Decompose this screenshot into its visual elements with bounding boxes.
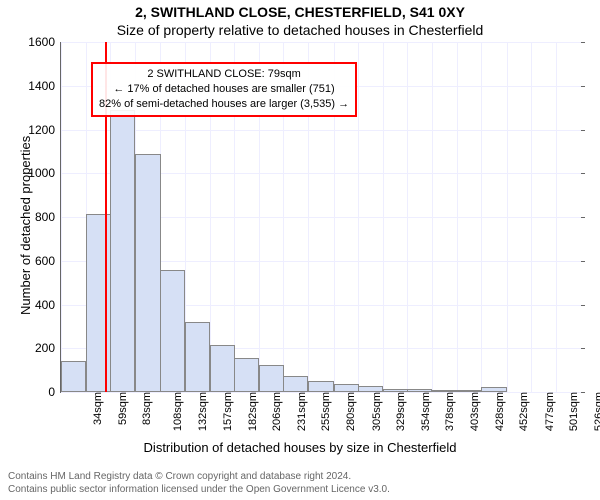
y-tick-label: 400 [35, 298, 61, 312]
x-tick-label: 157sqm [218, 392, 234, 431]
info-box-line-2: ← 17% of detached houses are smaller (75… [99, 82, 349, 97]
histogram-bar [61, 361, 86, 392]
x-tick-label: 231sqm [292, 392, 308, 431]
x-axis-label: Distribution of detached houses by size … [0, 440, 600, 455]
x-tick-label: 354sqm [416, 392, 432, 431]
y-tick-label: 1600 [28, 35, 61, 49]
x-tick-label: 305sqm [367, 392, 383, 431]
page-title-subtitle: Size of property relative to detached ho… [0, 22, 600, 38]
x-tick-label: 378sqm [440, 392, 456, 431]
histogram-bar [110, 110, 135, 392]
y-tick-label: 1200 [28, 123, 61, 137]
x-tick-label: 108sqm [169, 392, 185, 431]
y-tick-label: 200 [35, 341, 61, 355]
histogram-bar [160, 270, 185, 393]
histogram-plot: 2 SWITHLAND CLOSE: 79sqm ← 17% of detach… [60, 42, 581, 393]
y-tick-label: 1400 [28, 79, 61, 93]
x-tick-label: 526sqm [589, 392, 600, 431]
y-tick-label: 0 [48, 385, 61, 399]
y-axis-label: Number of detached properties [18, 136, 33, 315]
x-tick-label: 452sqm [515, 392, 531, 431]
x-tick-label: 83sqm [137, 392, 153, 425]
histogram-bar [259, 365, 284, 392]
histogram-bar [135, 154, 160, 392]
histogram-bar [185, 322, 210, 392]
y-tick-label: 800 [35, 210, 61, 224]
info-box-line-3: 82% of semi-detached houses are larger (… [99, 97, 349, 112]
x-tick-label: 255sqm [316, 392, 332, 431]
histogram-bar [86, 214, 111, 392]
attribution-line-2: Contains public sector information licen… [8, 484, 390, 497]
histogram-bar [283, 376, 308, 392]
x-tick-label: 182sqm [243, 392, 259, 431]
x-tick-label: 206sqm [267, 392, 283, 431]
page-title-address: 2, SWITHLAND CLOSE, CHESTERFIELD, S41 0X… [0, 4, 600, 20]
y-tick-label: 600 [35, 254, 61, 268]
x-tick-label: 428sqm [490, 392, 506, 431]
histogram-bar [308, 381, 333, 392]
y-tick-label: 1000 [28, 166, 61, 180]
histogram-bar [234, 358, 259, 392]
property-info-box: 2 SWITHLAND CLOSE: 79sqm ← 17% of detach… [91, 62, 357, 117]
x-tick-label: 280sqm [342, 392, 358, 431]
x-tick-label: 59sqm [113, 392, 129, 425]
x-tick-label: 132sqm [193, 392, 209, 431]
x-tick-label: 329sqm [391, 392, 407, 431]
histogram-bar [334, 384, 359, 392]
x-tick-label: 403sqm [465, 392, 481, 431]
x-tick-label: 501sqm [564, 392, 580, 431]
info-box-line-1: 2 SWITHLAND CLOSE: 79sqm [99, 67, 349, 82]
attribution-line-1: Contains HM Land Registry data © Crown c… [8, 471, 390, 484]
x-tick-label: 477sqm [540, 392, 556, 431]
attribution-text: Contains HM Land Registry data © Crown c… [8, 471, 390, 496]
histogram-bar [210, 345, 235, 392]
x-tick-label: 34sqm [88, 392, 104, 425]
